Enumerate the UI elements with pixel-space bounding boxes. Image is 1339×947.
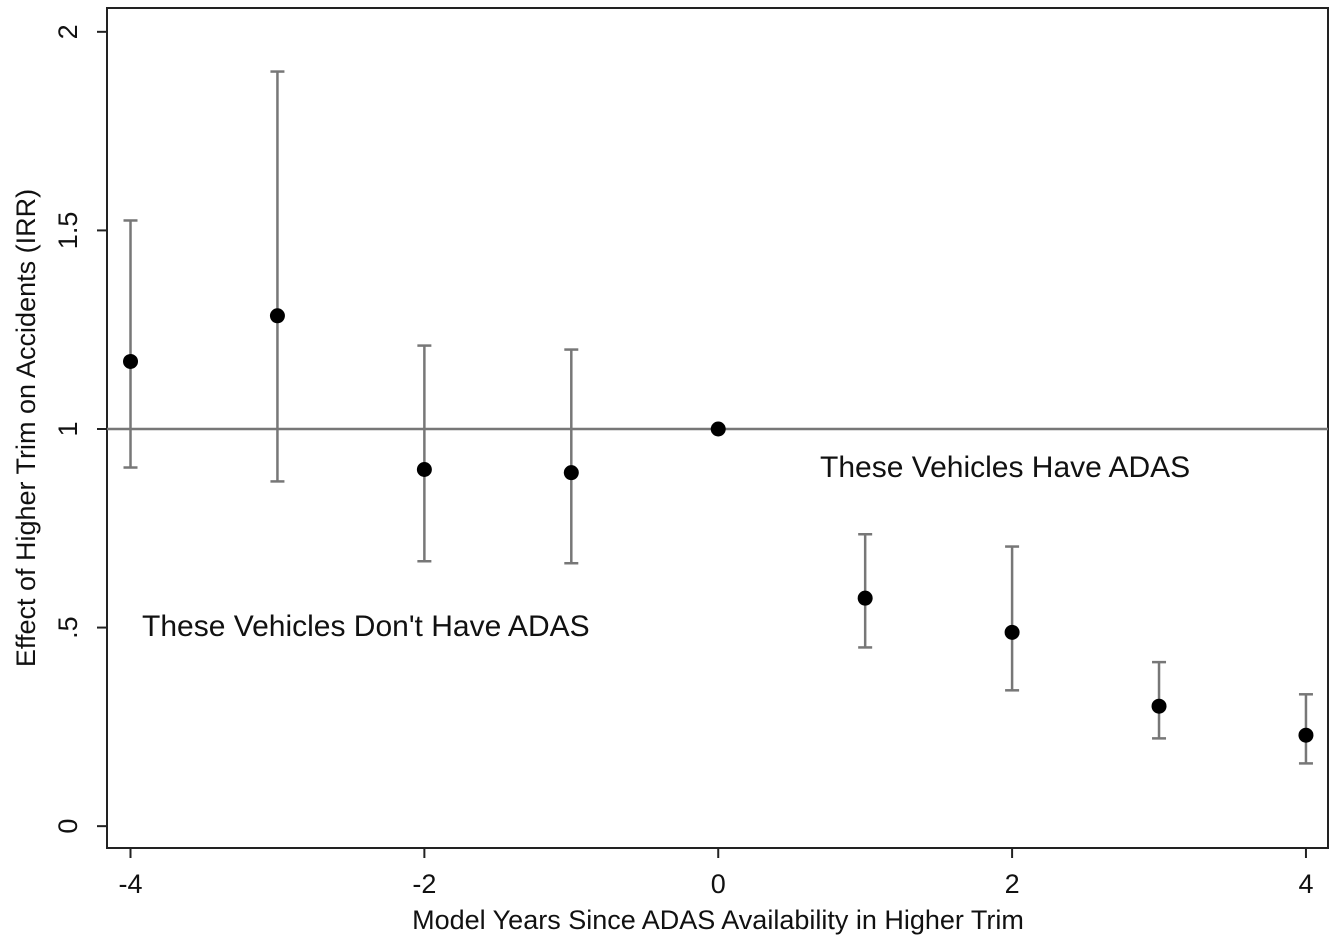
point xyxy=(123,353,139,369)
error-bar xyxy=(270,70,285,483)
y-axis-label: Effect of Higher Trim on Accidents (IRR) xyxy=(11,189,41,667)
point xyxy=(1298,727,1314,743)
annotation: These Vehicles Don't Have ADAS xyxy=(142,610,590,643)
point xyxy=(1151,698,1167,714)
y-tick-label: 0 xyxy=(53,819,83,834)
point xyxy=(1004,624,1020,640)
x-tick-label: 0 xyxy=(711,869,726,899)
error-bar xyxy=(564,348,579,565)
y-tick-label: 2 xyxy=(53,24,83,39)
point xyxy=(563,465,579,481)
x-tick-label: 2 xyxy=(1005,869,1020,899)
error-bar xyxy=(417,344,432,563)
y-tick-label: 1 xyxy=(53,421,83,436)
annotation: These Vehicles Have ADAS xyxy=(820,451,1190,484)
point xyxy=(269,308,285,324)
x-axis-label: Model Years Since ADAS Availability in H… xyxy=(412,905,1024,935)
x-tick-label: 4 xyxy=(1298,869,1313,899)
point xyxy=(416,462,432,478)
y-tick-label: .5 xyxy=(53,616,83,639)
y-tick-label: 1.5 xyxy=(53,212,83,250)
point xyxy=(857,590,873,606)
x-tick-label: -2 xyxy=(412,869,436,899)
point xyxy=(710,421,726,437)
error-bar xyxy=(123,219,138,469)
error-bar xyxy=(1005,545,1020,692)
x-tick-label: -4 xyxy=(119,869,143,899)
